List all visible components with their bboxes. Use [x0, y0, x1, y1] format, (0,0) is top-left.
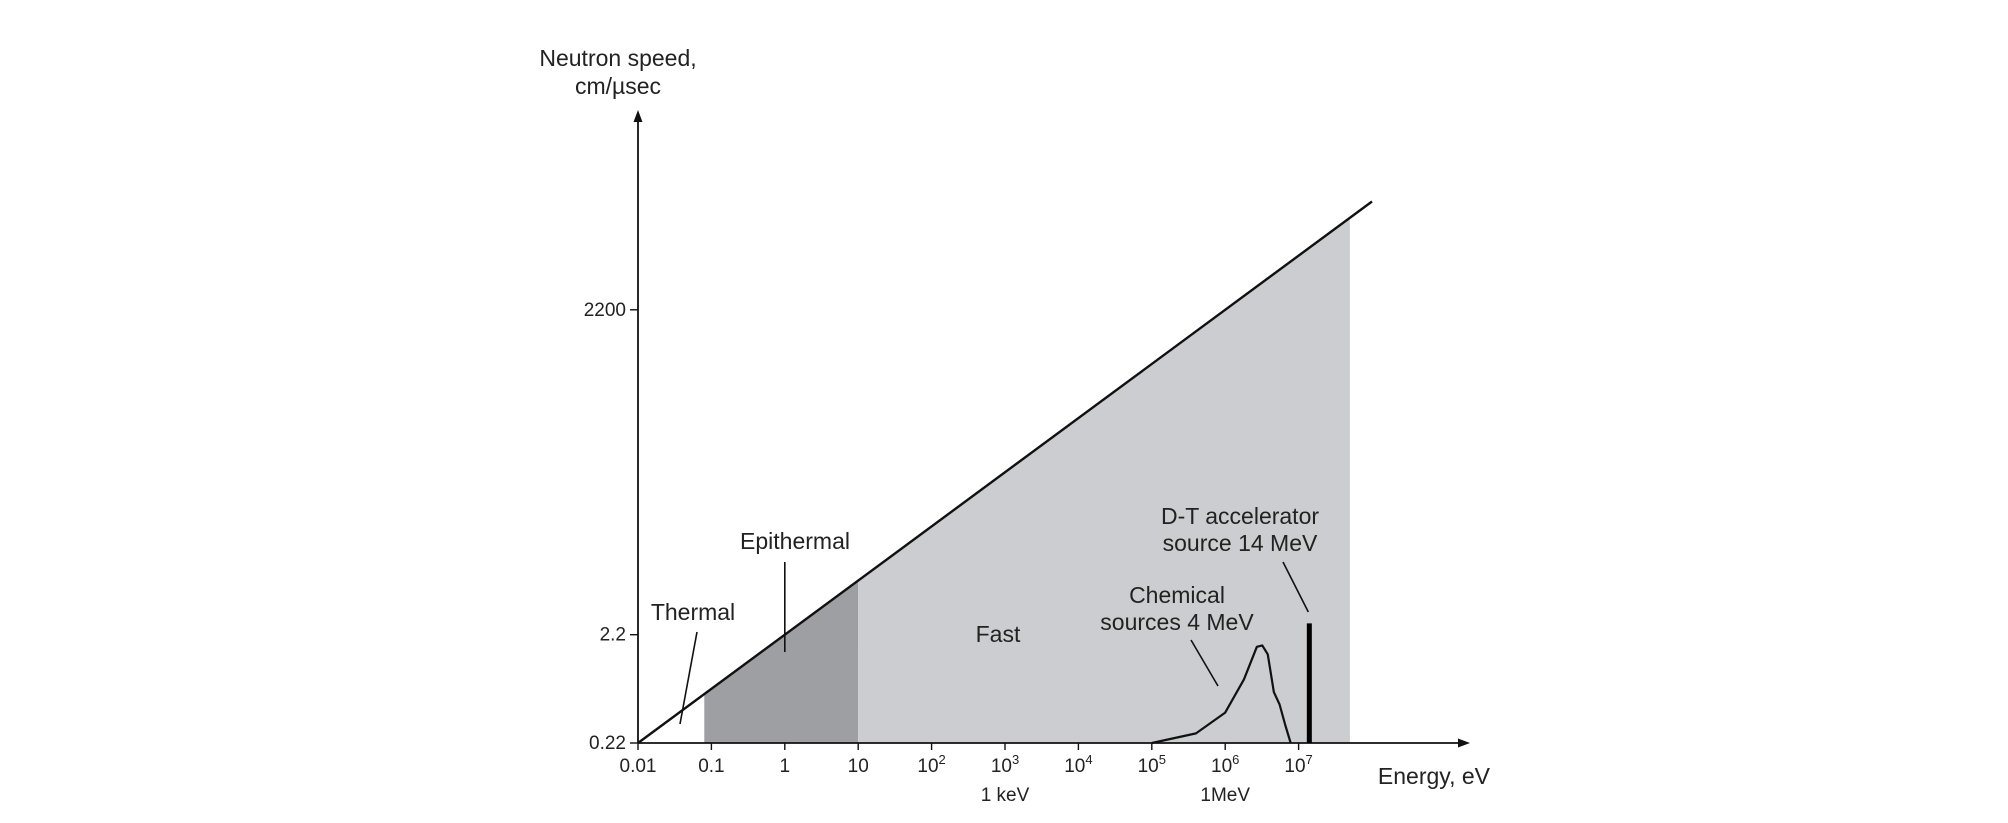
x-sublabel: 1MeV	[1200, 785, 1250, 806]
label-epithermal: Epithermal	[740, 528, 850, 554]
label-chemical-line2: sources 4 MeV	[1100, 609, 1254, 635]
x-tick-label: 106	[1211, 752, 1239, 777]
label-chemical-line1: Chemical	[1129, 582, 1225, 608]
x-tick-label: 107	[1284, 752, 1312, 777]
x-tick-base: 0.1	[698, 756, 724, 777]
chemical-leader	[1190, 639, 1219, 687]
x-tick-exponent: 4	[1085, 752, 1092, 767]
x-tick-label: 10	[848, 756, 869, 777]
x-tick-base: 10	[1211, 756, 1232, 777]
y-tick-label: 2.2	[600, 625, 626, 646]
x-tick-base: 10	[1284, 756, 1305, 777]
x-tick-exponent: 3	[1012, 752, 1019, 767]
chart-marks	[637, 200, 1373, 745]
shaded-regions	[704, 217, 1350, 743]
thermal-leader	[679, 631, 698, 725]
x-tick-label: 0.01	[620, 756, 657, 777]
x-tick-exponent: 2	[939, 752, 946, 767]
y-tick-label: 2200	[584, 300, 626, 321]
x-axis-arrow	[1458, 738, 1470, 748]
y-axis-title-line2: cm/µsec	[575, 73, 661, 99]
label-thermal: Thermal	[651, 599, 735, 625]
y-axis-arrow	[633, 110, 643, 122]
region-fast	[858, 217, 1350, 743]
label-dt-line1: D-T accelerator	[1161, 503, 1319, 529]
x-tick-label: 103	[991, 752, 1019, 777]
y-axis-title-line1: Neutron speed,	[539, 45, 696, 71]
x-tick-base: 10	[991, 756, 1012, 777]
label-dt-line2: source 14 MeV	[1163, 530, 1318, 556]
x-tick-label: 1	[780, 756, 791, 777]
x-sublabel: 1 keV	[981, 785, 1030, 806]
x-tick-label: 104	[1064, 752, 1092, 777]
x-tick-base: 0.01	[620, 756, 657, 777]
region-epithermal	[704, 580, 859, 743]
x-axis-title: Energy, eV	[1378, 763, 1491, 789]
x-tick-label: 0.1	[698, 756, 724, 777]
x-tick-exponent: 5	[1159, 752, 1166, 767]
x-tick-base: 10	[1138, 756, 1159, 777]
x-tick-exponent: 7	[1306, 752, 1313, 767]
speed-energy-line	[637, 200, 1373, 744]
x-tick-base: 10	[848, 756, 869, 777]
label-fast: Fast	[976, 621, 1021, 647]
x-tick-base: 10	[1064, 756, 1085, 777]
chemical-source-spectrum	[1151, 644, 1292, 745]
x-tick-base: 10	[917, 756, 938, 777]
y-tick-label: 0.22	[589, 733, 626, 754]
dt-leader	[1282, 561, 1310, 613]
x-tick-label: 102	[917, 752, 945, 777]
x-tick-base: 1	[780, 756, 791, 777]
axes	[630, 110, 1470, 750]
x-tick-exponent: 6	[1232, 752, 1239, 767]
x-tick-label: 105	[1138, 752, 1166, 777]
